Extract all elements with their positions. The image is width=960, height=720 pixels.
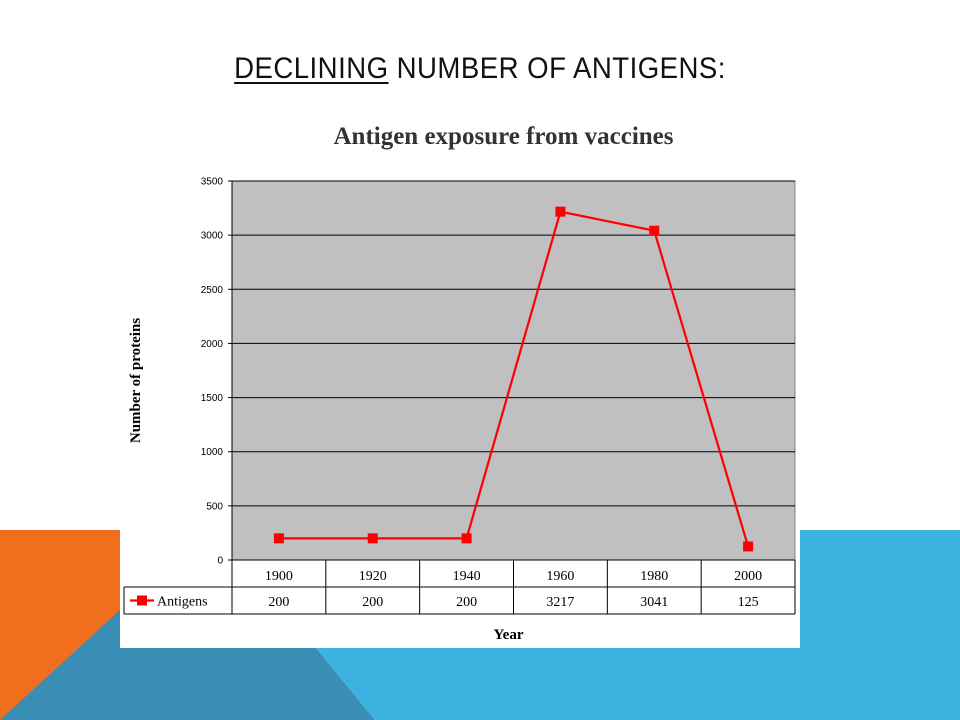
data-point-marker (462, 533, 472, 543)
x-tick-label: 1940 (453, 569, 481, 584)
plot-area (232, 181, 795, 560)
y-tick-label: 3000 (201, 231, 224, 242)
slide-title: DECLINING NUMBER OF ANTIGENS: (38, 52, 921, 86)
x-tick-label: 1900 (265, 569, 293, 584)
data-label: 200 (362, 595, 383, 610)
x-tick-label: 2000 (734, 569, 762, 584)
y-tick-label: 3500 (201, 177, 224, 188)
y-tick-label: 1500 (201, 393, 224, 404)
data-label: 200 (456, 595, 477, 610)
slide-title-underlined: DECLINING (234, 52, 388, 85)
data-point-marker (368, 533, 378, 543)
x-tick-label: 1960 (546, 569, 574, 584)
line-chart: Antigen exposure from vaccines 0 500 1000 15… (120, 104, 800, 648)
data-point-marker (555, 207, 565, 217)
y-tick-label: 1000 (201, 447, 224, 458)
y-tick-label: 2500 (201, 285, 224, 296)
y-tick-label: 500 (206, 501, 223, 512)
data-label: 3217 (546, 595, 574, 610)
data-label: 125 (738, 595, 759, 610)
data-label: 200 (268, 595, 289, 610)
slide-title-rest: NUMBER OF ANTIGENS: (389, 52, 726, 85)
data-point-marker (743, 541, 753, 551)
y-tick-label: 2000 (201, 339, 224, 350)
legend-label-antigens: Antigens (157, 595, 208, 610)
data-point-marker (274, 533, 284, 543)
y-axis-title: Number of proteins (128, 318, 144, 443)
x-tick-label: 1980 (640, 569, 668, 584)
x-tick-label: 1920 (359, 569, 387, 584)
y-tick-label: 0 (217, 556, 223, 567)
legend-marker-antigens (137, 596, 147, 606)
x-axis-title: Year (494, 627, 524, 643)
chart-title: Antigen exposure from vaccines (333, 123, 673, 150)
chart-panel: Antigen exposure from vaccines 0 500 1000 15… (120, 104, 800, 648)
data-point-marker (649, 226, 659, 236)
data-label: 3041 (640, 595, 668, 610)
